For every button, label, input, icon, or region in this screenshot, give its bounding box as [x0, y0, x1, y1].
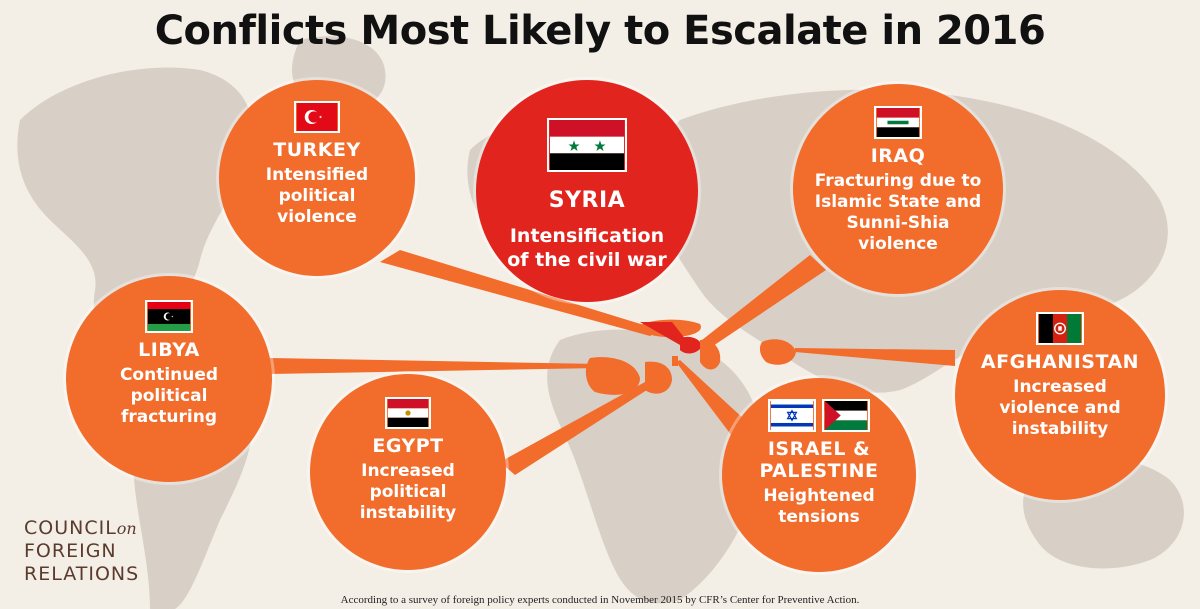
iraq-description: Fracturing due to Islamic State and Sunn… — [814, 171, 982, 254]
libya-circle: LIBYA Continued political fracturing — [66, 276, 272, 482]
syria-tail — [640, 322, 690, 345]
egypt-description: Increased political instability — [359, 461, 457, 523]
afghanistan-country-name: AFGHANISTAN — [980, 351, 1140, 373]
page-title: Conflicts Most Likely to Escalate in 201… — [154, 8, 1046, 54]
turkey-tail — [380, 250, 660, 336]
libya-flag — [145, 300, 193, 333]
syria-description: Intensification of the civil war — [507, 225, 667, 271]
israel-flag — [768, 399, 816, 432]
palestine-flag — [822, 399, 870, 432]
egypt-tail — [500, 382, 650, 475]
logo-line-1: COUNCILon — [24, 517, 139, 540]
israel-palestine-region — [672, 356, 678, 366]
israel-palestine-tail — [676, 360, 745, 436]
source-footnote: According to a survey of foreign policy … — [340, 594, 860, 606]
iraq-flag — [874, 106, 922, 139]
libya-country-name: LIBYA — [138, 339, 200, 361]
logo-line-2: FOREIGN — [24, 540, 117, 562]
logo-line-3: RELATIONS — [24, 563, 140, 585]
turkey-flag — [294, 101, 340, 133]
turkey-description: Intensified political violence — [265, 165, 369, 227]
egypt-flag — [385, 397, 431, 429]
israel-palestine-flags — [768, 399, 870, 438]
syria-country-name: SYRIA — [548, 188, 626, 213]
turkey-country-name: TURKEY — [273, 139, 361, 161]
iraq-region — [700, 339, 721, 370]
turkey-circle: TURKEY Intensified political violence — [219, 80, 415, 276]
logo-council: COUNCIL — [24, 517, 117, 539]
logo-on: on — [116, 519, 137, 538]
egypt-country-name: EGYPT — [372, 435, 444, 457]
israel-palestine-country-name: ISRAEL & PALESTINE — [759, 438, 879, 482]
afghanistan-flag — [1036, 312, 1084, 345]
connector-tails — [270, 250, 955, 475]
afghanistan-circle: AFGHANISTAN Increased violence and insta… — [955, 290, 1165, 500]
egypt-region — [645, 361, 672, 394]
syria-circle: SYRIA Intensification of the civil war — [476, 80, 698, 302]
iraq-country-name: IRAQ — [870, 145, 926, 167]
afghanistan-description: Increased violence and instability — [999, 377, 1121, 439]
iraq-tail — [702, 255, 826, 348]
libya-description: Continued political fracturing — [119, 365, 219, 427]
israel-palestine-circle: ISRAEL & PALESTINE Heightened tensions — [722, 378, 916, 572]
syria-flag — [547, 118, 627, 172]
cfr-logo: COUNCILon FOREIGN RELATIONS — [24, 517, 139, 586]
iraq-circle: IRAQ Fracturing due to Islamic State and… — [793, 84, 1003, 294]
afghanistan-tail — [795, 348, 955, 366]
north-america-landmass — [17, 67, 253, 341]
libya-tail — [270, 358, 600, 374]
afghanistan-region — [759, 339, 796, 365]
egypt-circle: EGYPT Increased political instability — [310, 374, 506, 570]
israel-palestine-description: Heightened tensions — [763, 486, 875, 527]
